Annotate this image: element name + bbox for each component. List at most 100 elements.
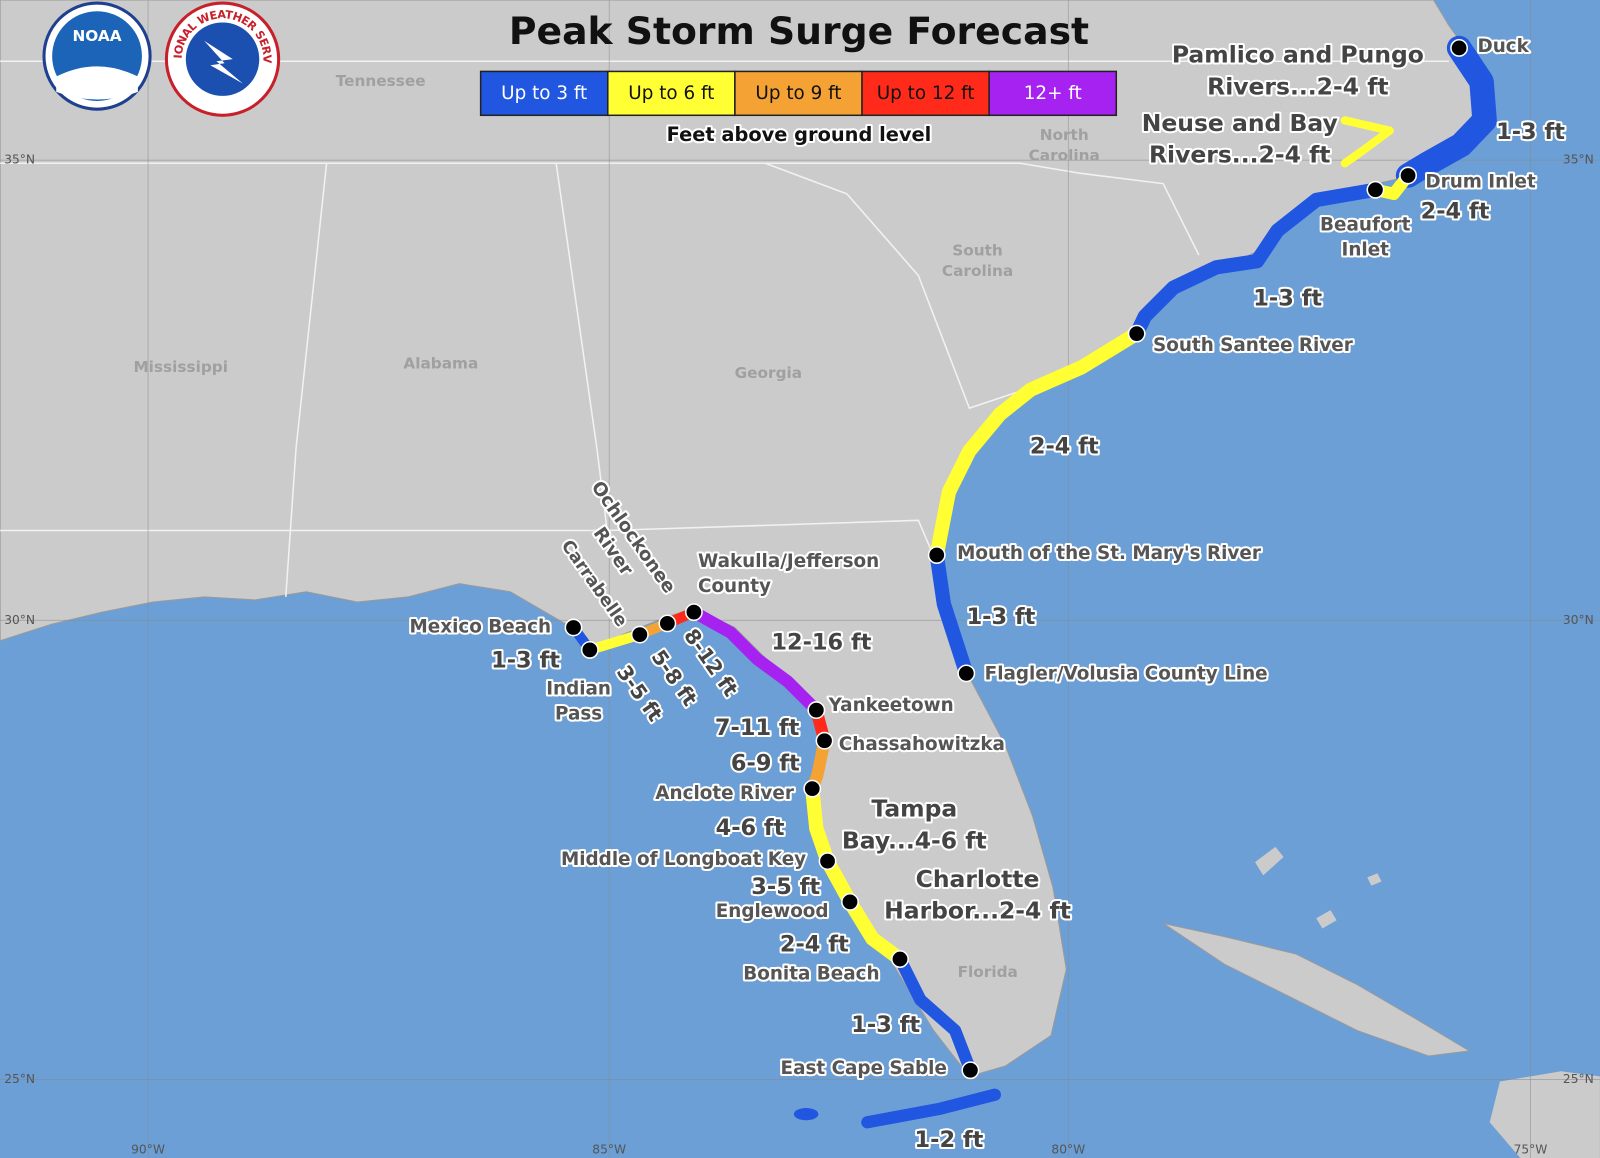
coast-label: East Cape Sable <box>779 1056 949 1081</box>
legend-caption: Feet above ground level <box>667 123 932 146</box>
coast-label: Middle of Longboat Key <box>559 847 808 872</box>
coast-label-line: Anclote River <box>655 783 794 804</box>
coast-label-line: Chassahowitzka <box>839 734 1005 755</box>
coast-label-line: Bonita Beach <box>743 963 879 984</box>
surge-segment <box>929 547 974 681</box>
coast-label: 1-2 ft <box>912 1125 985 1155</box>
coast-label-line: Mexico Beach <box>410 616 552 637</box>
forecast-point <box>1450 39 1469 57</box>
state-label: South <box>952 241 1003 259</box>
coast-label: Charlotte Harbor...2-4 ft <box>882 863 1073 927</box>
coast-label-line: Neuse and Bay <box>1142 109 1338 137</box>
coast-label-line: Yankeetown <box>828 695 954 716</box>
coast-label-line: 1-3 ft <box>851 1012 920 1038</box>
bahamas <box>1255 846 1382 929</box>
longitude-label: 90°W <box>131 1142 165 1156</box>
coast-label-line: Englewood <box>716 901 829 922</box>
state-label: Mississippi <box>133 358 228 376</box>
latitude-label: 25°N <box>1563 1072 1594 1086</box>
noaa-text: NOAA <box>72 27 121 45</box>
coast-label-line: 6-9 ft <box>731 751 800 777</box>
coast-label-line: Charlotte <box>916 865 1040 893</box>
coast-label: 7-11 ft <box>713 713 802 743</box>
longitude-label: 75°W <box>1514 1142 1548 1156</box>
coast-label: 1-3 ft <box>1251 283 1324 313</box>
coast-label-line: Rivers...2-4 ft <box>1149 141 1330 169</box>
coast-label: 2-4 ft <box>778 929 851 959</box>
legend-swatch <box>988 70 1118 117</box>
coast-label-line: Drum Inlet <box>1425 172 1536 193</box>
noaa-gull <box>56 66 138 100</box>
state-label: Carolina <box>942 262 1013 280</box>
forecast-point <box>815 731 834 750</box>
coast-label: 6-9 ft <box>729 749 802 779</box>
coast-label-line: 1-3 ft <box>491 648 560 674</box>
coast-label: Tampa Bay...4-6 ft <box>840 793 989 857</box>
legend-label: Up to 6 ft <box>628 83 714 104</box>
forecast-point <box>841 892 859 911</box>
coast-label-line: Harbor...2-4 ft <box>884 897 1071 925</box>
state-label: Tennessee <box>336 72 426 90</box>
coast-label-line: 1-3 ft <box>1496 119 1565 145</box>
coast-label-line: Middle of Longboat Key <box>561 849 806 870</box>
coast-label-line: 2-4 ft <box>1421 199 1490 225</box>
coast-label-line: Indian <box>546 679 611 700</box>
coast-label-line: 2-4 ft <box>1030 433 1099 459</box>
latitude-label: 35°N <box>1563 153 1594 167</box>
surge-segment <box>1129 182 1383 341</box>
forecast-point <box>891 950 909 968</box>
forecast-point <box>961 1061 980 1080</box>
forecast-point <box>658 614 677 633</box>
latitude-label: 25°N <box>4 1072 35 1086</box>
state-label: Carolina <box>1029 147 1100 165</box>
coast-label: Beaufort Inlet <box>1318 212 1413 262</box>
state-label: Alabama <box>403 355 478 373</box>
state-label: North <box>1040 126 1089 144</box>
legend-swatch <box>607 70 736 117</box>
coast-label: Indian Pass <box>544 677 613 727</box>
coast-label: South Santee River <box>1151 333 1355 358</box>
coast-label: Flagler/Volusia County Line <box>983 661 1270 686</box>
coast-label: Englewood <box>714 899 831 924</box>
surge-segments <box>568 35 1497 1129</box>
coast-label-line: Bay...4-6 ft <box>842 826 987 854</box>
coast-label: 2-4 ft <box>1028 431 1101 461</box>
coast-label: Mexico Beach <box>407 614 553 639</box>
forecast-point <box>1127 324 1146 343</box>
forecast-point <box>684 603 703 622</box>
surge-segment <box>793 1108 819 1121</box>
coast-label: Drum Inlet <box>1423 170 1538 195</box>
legend: Up to 3 ft Up to 6 ft Up to 9 ft Up to 12 f… <box>479 70 1118 117</box>
title: Peak Storm Surge Forecast <box>509 9 1089 53</box>
forecast-points <box>564 39 1469 1080</box>
boundary <box>0 163 609 532</box>
state-label: Florida <box>958 963 1018 981</box>
coast-label: 1-3 ft <box>849 1010 922 1040</box>
legend-label: Up to 9 ft <box>755 83 841 104</box>
coast-label: 2-4 ft <box>1419 197 1492 227</box>
coast-label: Pamlico and Pungo Rivers...2-4 ft <box>1170 39 1426 103</box>
coast-label: Chassahowitzka <box>837 732 1007 757</box>
coast-label-line: Rivers...2-4 ft <box>1207 72 1388 100</box>
longitude-label: 80°W <box>1051 1142 1085 1156</box>
coast-label-line: East Cape Sable <box>781 1058 947 1079</box>
coast-label-line: 1-3 ft <box>967 604 1036 630</box>
coast-label: 1-3 ft <box>489 646 562 676</box>
coast-label-line: Wakulla/Jefferson <box>698 551 879 572</box>
surge-segment <box>861 1088 1001 1129</box>
forecast-point <box>807 701 826 720</box>
nws-bolt <box>204 40 243 84</box>
surge-segment <box>805 781 908 967</box>
coast-label: Anclote River <box>653 781 796 806</box>
coast-label: Neuse and Bay Rivers...2-4 ft <box>1140 107 1340 171</box>
coast-label: Wakulla/Jefferson County <box>696 549 881 599</box>
cuba <box>1162 922 1471 1057</box>
coast-label-line: 7-11 ft <box>715 715 800 741</box>
coast-label-line: Tampa <box>871 795 957 823</box>
legend-label: Up to 3 ft <box>501 83 587 104</box>
coast-label-line: 1-3 ft <box>1253 285 1322 311</box>
surge-segment <box>1395 35 1497 188</box>
legend-label: 12+ ft <box>1024 83 1082 104</box>
surge-segment <box>893 952 977 1077</box>
